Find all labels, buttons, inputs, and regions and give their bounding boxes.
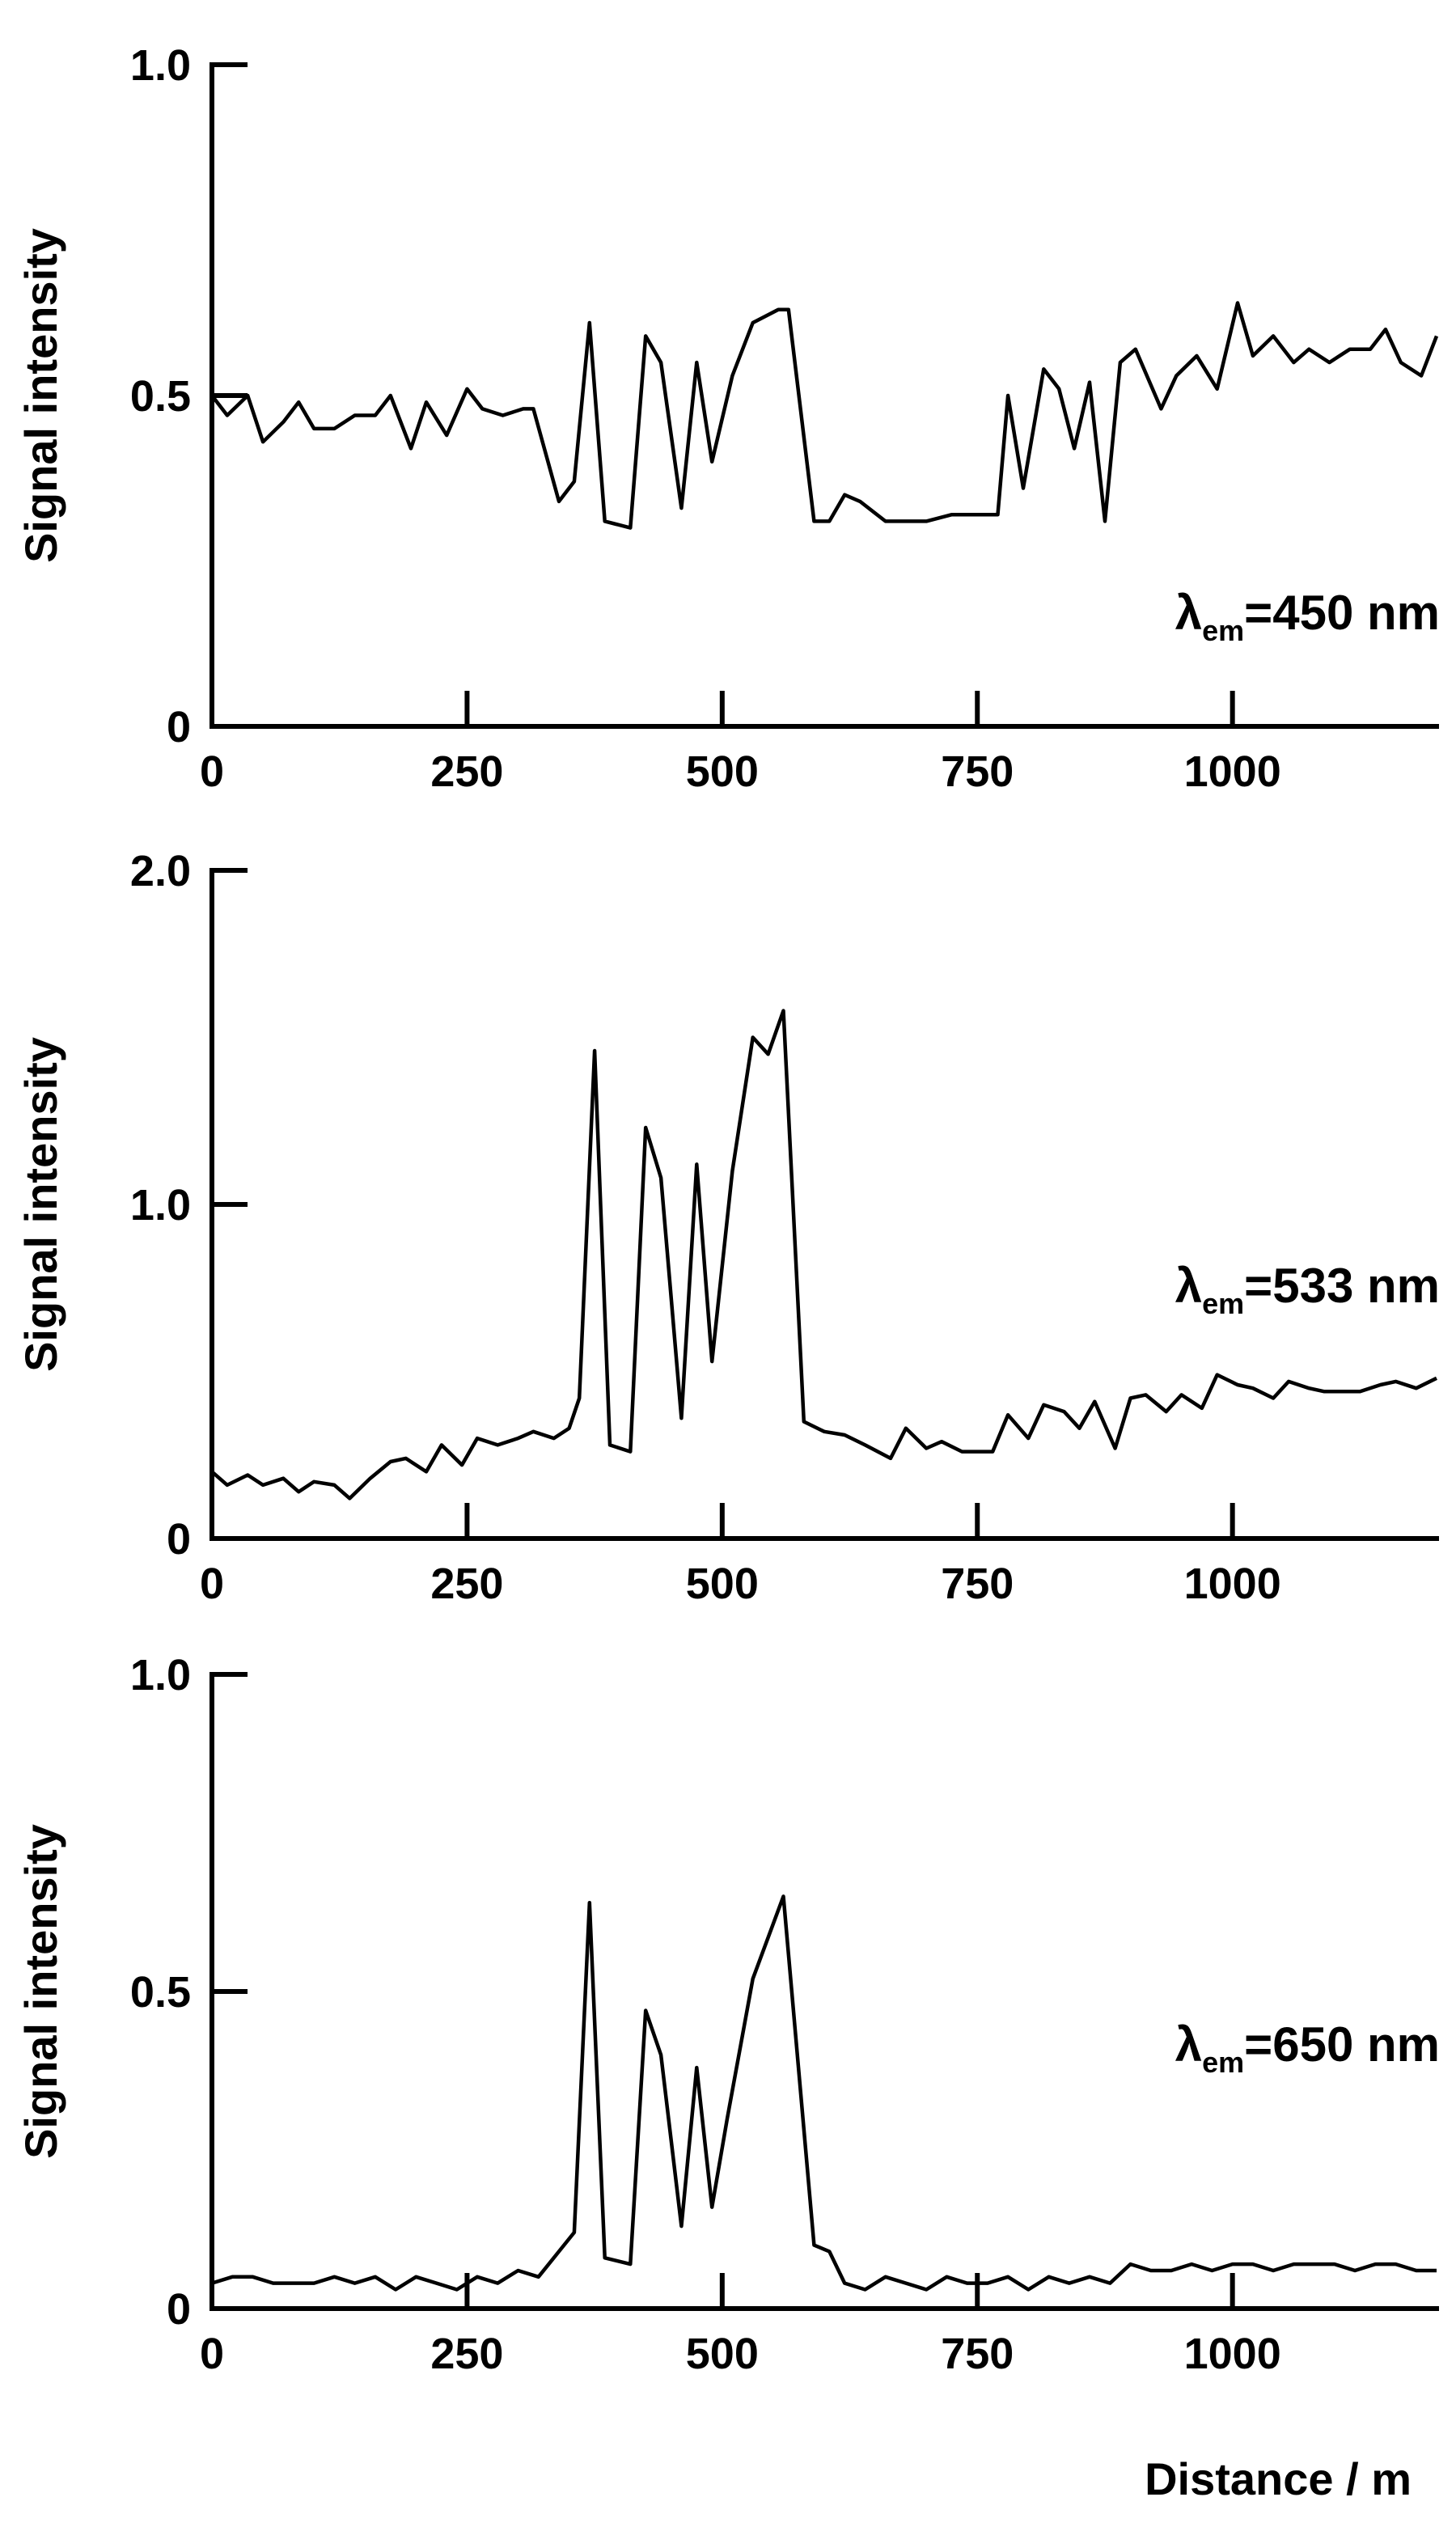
x-axis-title: Distance / m — [1145, 2453, 1412, 2504]
x-tick-label: 1000 — [1184, 2330, 1281, 2378]
y-tick-label: 1.0 — [130, 41, 191, 90]
x-tick-label: 1000 — [1184, 1560, 1281, 1608]
series-line-1 — [211, 1894, 1437, 2292]
x-tick-label: 250 — [430, 747, 503, 796]
x-tick-label: 750 — [941, 1560, 1014, 1608]
y-tick-label: 0 — [167, 703, 191, 751]
chart-panel-1: 0 0.5 1.0 0 250 500 750 1000 Signal intensity λem… — [15, 41, 1440, 796]
wavelength-annotation: λem=650 nm — [1175, 2017, 1440, 2079]
y-tick-label: 1.0 — [130, 1181, 191, 1230]
x-tick-label: 0 — [200, 2330, 224, 2378]
y-tick-label: 1.0 — [130, 1651, 191, 1699]
x-tick-label: 500 — [686, 1560, 759, 1608]
x-tick-label: 750 — [941, 2330, 1014, 2378]
chart-panel-2: 0 1.0 2.0 0 250 500 750 1000 Signal intensity λem… — [15, 847, 1440, 1608]
x-tick-label: 500 — [686, 747, 759, 796]
wavelength-annotation: λem=533 nm — [1175, 1259, 1440, 1320]
chart-panel-3: 0 0.5 1.0 0 250 500 750 1000 Signal intensity Dis… — [15, 1651, 1440, 2504]
y-axis-title: Signal intensity — [15, 1037, 66, 1372]
y-tick-label: 0.5 — [130, 372, 191, 421]
x-tick-label: 250 — [430, 2330, 503, 2378]
x-tick-label: 0 — [200, 1560, 224, 1608]
x-tick-label: 1000 — [1184, 747, 1281, 796]
y-tick-label: 0 — [167, 1515, 191, 1564]
y-axis-title: Signal intensity — [15, 228, 66, 563]
x-tick-label: 750 — [941, 747, 1014, 796]
x-tick-label: 250 — [430, 1560, 503, 1608]
x-tick-label: 0 — [200, 747, 224, 796]
x-tick-label: 500 — [686, 2330, 759, 2378]
wavelength-annotation: λem=450 nm — [1175, 586, 1440, 647]
series-line-1 — [210, 301, 1439, 530]
y-tick-label: 2.0 — [130, 847, 191, 895]
y-tick-label: 0 — [167, 2285, 191, 2334]
series-line-1 — [210, 1009, 1437, 1500]
y-axis-title: Signal intensity — [15, 1824, 66, 2159]
y-tick-label: 0.5 — [130, 1968, 191, 2017]
